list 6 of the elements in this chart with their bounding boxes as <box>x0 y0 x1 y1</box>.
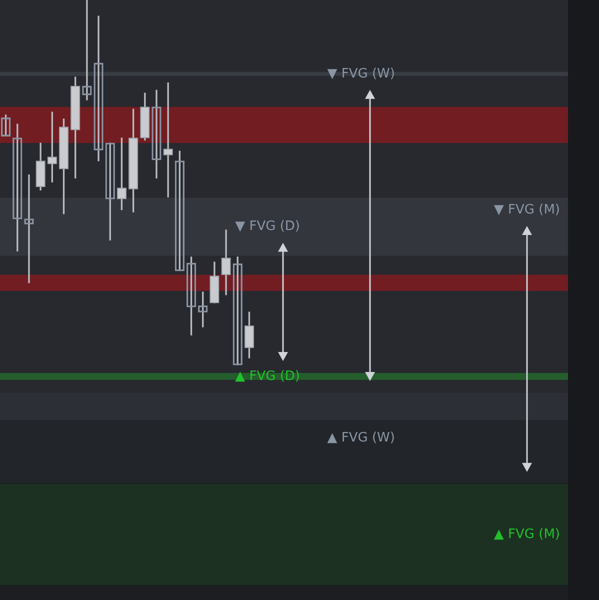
band-label: ▼ FVG (M) <box>494 202 560 218</box>
band-label: ▼ FVG (D) <box>235 219 300 234</box>
band-label: ▲ FVG (D) <box>235 368 300 384</box>
band-label: ▼ FVG (W) <box>327 66 395 82</box>
band-label: ▲ FVG (M) <box>494 526 560 542</box>
band-label: ▲ FVG (W) <box>327 430 395 446</box>
